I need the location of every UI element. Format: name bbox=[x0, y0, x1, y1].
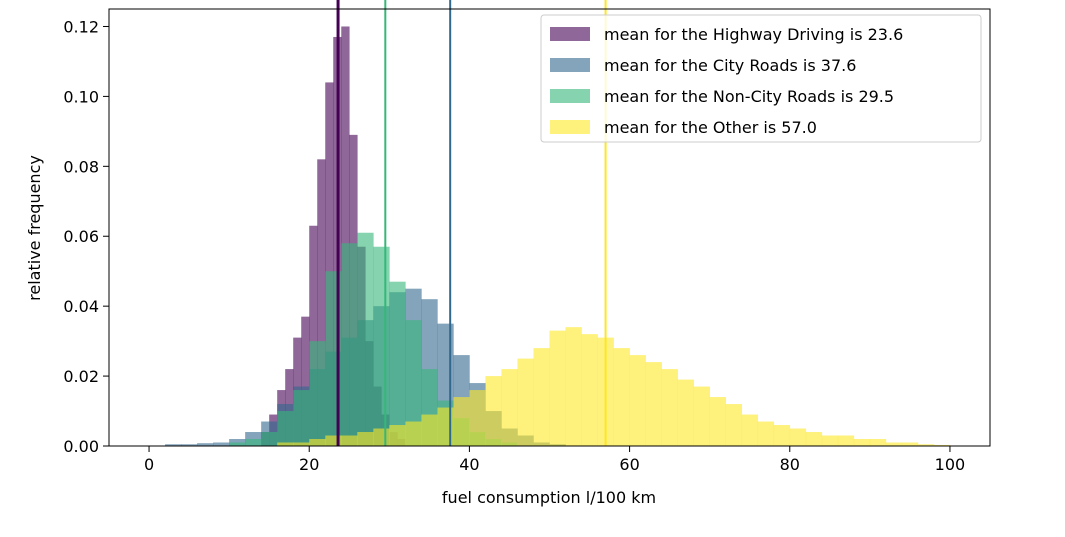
x-tick-label: 60 bbox=[619, 455, 639, 474]
histogram-bar bbox=[277, 442, 294, 446]
histogram-bar bbox=[301, 316, 310, 446]
histogram-bar bbox=[341, 243, 358, 446]
histogram-bar bbox=[357, 232, 374, 446]
x-tick-label: 20 bbox=[299, 455, 319, 474]
y-tick-label: 0.12 bbox=[63, 17, 99, 36]
legend-label: mean for the Other is 57.0 bbox=[604, 118, 817, 137]
x-tick-label: 40 bbox=[459, 455, 479, 474]
histogram-bar bbox=[741, 414, 759, 446]
histogram-bar bbox=[821, 435, 839, 446]
y-tick-label: 0.04 bbox=[63, 297, 99, 316]
legend-swatch bbox=[550, 58, 590, 72]
histogram-bar bbox=[805, 432, 823, 446]
histogram-bar bbox=[405, 421, 422, 446]
legend-item: mean for the Highway Driving is 23.6 bbox=[550, 25, 903, 44]
histogram-bar bbox=[293, 390, 310, 446]
legend-label: mean for the City Roads is 37.6 bbox=[604, 56, 856, 75]
histogram-bar bbox=[309, 225, 318, 446]
histogram-bar bbox=[245, 439, 262, 446]
histogram-bar bbox=[789, 428, 807, 446]
histogram-bar bbox=[373, 246, 390, 446]
histogram-bar bbox=[773, 425, 791, 446]
histogram-bar bbox=[517, 358, 534, 446]
histogram-bar bbox=[229, 442, 246, 446]
histogram-bar bbox=[317, 159, 326, 446]
histogram-bar bbox=[533, 348, 550, 446]
histogram-bar bbox=[453, 397, 470, 446]
y-tick-label: 0.00 bbox=[63, 437, 99, 456]
histogram-bar bbox=[341, 26, 350, 446]
x-axis-title: fuel consumption l/100 km bbox=[442, 488, 656, 507]
histogram-bar bbox=[277, 411, 294, 446]
histogram-bar bbox=[853, 439, 871, 446]
histogram-bar bbox=[693, 386, 710, 446]
histogram-bar bbox=[549, 330, 566, 446]
histogram-bar bbox=[917, 444, 935, 446]
histogram-bar bbox=[325, 82, 334, 447]
histogram-bar bbox=[437, 407, 454, 446]
histogram-bar bbox=[181, 444, 198, 446]
legend-item: mean for the Other is 57.0 bbox=[550, 118, 817, 137]
histogram-bar bbox=[325, 435, 342, 446]
histogram-bar bbox=[405, 320, 422, 446]
histogram-bar bbox=[933, 444, 951, 446]
histogram-bar bbox=[421, 414, 438, 446]
histogram-bar bbox=[357, 432, 374, 446]
histogram-bar bbox=[309, 439, 326, 446]
y-tick-label: 0.10 bbox=[63, 87, 99, 106]
histogram-bar bbox=[373, 428, 390, 446]
histogram-bar bbox=[725, 404, 743, 446]
histogram-bar bbox=[389, 281, 406, 446]
legend-swatch bbox=[550, 120, 590, 134]
y-axis-title: relative frequency bbox=[25, 155, 44, 301]
histogram-bar bbox=[165, 444, 182, 446]
histogram-bar bbox=[581, 334, 598, 446]
histogram-bar bbox=[661, 369, 678, 446]
y-tick-label: 0.02 bbox=[63, 367, 99, 386]
x-tick-label: 0 bbox=[144, 455, 154, 474]
histogram-bar bbox=[613, 348, 630, 446]
histogram-bar bbox=[901, 442, 919, 446]
legend: mean for the Highway Driving is 23.6 mean… bbox=[540, 14, 982, 143]
histogram-bar bbox=[677, 379, 694, 446]
histogram-bar bbox=[293, 442, 310, 446]
histogram-bar bbox=[213, 442, 230, 446]
histogram-bar bbox=[197, 443, 214, 446]
histogram-bar bbox=[837, 435, 855, 446]
legend-swatch bbox=[550, 89, 590, 103]
y-tick-label: 0.08 bbox=[63, 157, 99, 176]
x-tick-label: 80 bbox=[780, 455, 800, 474]
x-tick-label: 100 bbox=[935, 455, 966, 474]
histogram-bar bbox=[869, 439, 887, 446]
histogram-bar bbox=[645, 362, 662, 446]
histogram-bar bbox=[757, 421, 775, 446]
legend-box bbox=[540, 14, 982, 143]
histogram-bar bbox=[565, 327, 582, 446]
plot-frame bbox=[108, 8, 991, 447]
histogram-bar bbox=[389, 425, 406, 446]
histogram-bar bbox=[341, 435, 358, 446]
histogram-bar bbox=[885, 442, 903, 446]
y-tick-label: 0.06 bbox=[63, 227, 99, 246]
histogram-bar bbox=[501, 369, 518, 446]
series-3-bars bbox=[277, 327, 951, 446]
legend-label: mean for the Non-City Roads is 29.5 bbox=[604, 87, 894, 106]
legend-item: mean for the Non-City Roads is 29.5 bbox=[550, 87, 894, 106]
histogram-bar bbox=[261, 432, 278, 446]
histogram-bar bbox=[309, 341, 326, 446]
y-axis: 0.00 0.02 0.04 0.06 0.08 0.10 0.12 bbox=[63, 17, 109, 456]
histogram-bar bbox=[469, 390, 486, 446]
legend-item: mean for the City Roads is 37.6 bbox=[550, 56, 856, 75]
legend-label: mean for the Highway Driving is 23.6 bbox=[604, 25, 903, 44]
legend-swatch bbox=[550, 27, 590, 41]
histogram-bar bbox=[485, 376, 502, 446]
x-axis: 0 20 40 60 80 100 bbox=[144, 446, 965, 474]
histogram-bar bbox=[629, 355, 646, 446]
histogram-bar bbox=[709, 397, 726, 446]
